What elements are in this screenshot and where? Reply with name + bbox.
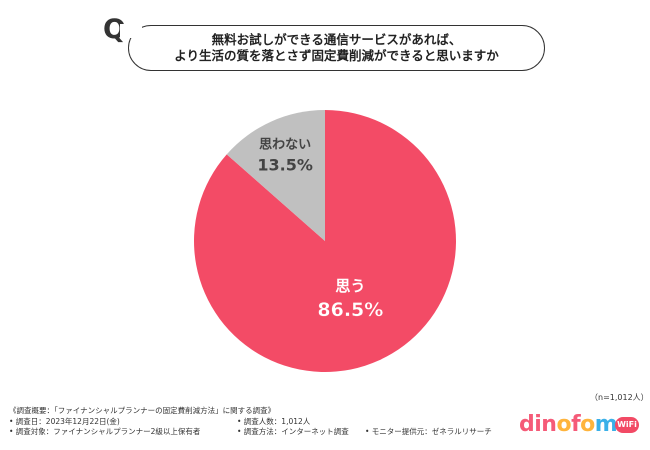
footnote-provider: • モニター提供元：ゼネラルリサーチ	[365, 427, 492, 436]
pie-slice	[194, 110, 456, 373]
logo-letter: d	[519, 412, 535, 437]
logo-letter: f	[571, 412, 581, 437]
slice-label: 思わない	[259, 138, 311, 153]
footnote-target: • 調査対象：ファイナンシャルプランナー2級以上保有者	[9, 427, 201, 436]
footnote-count: • 調査人数：1,012人	[237, 416, 311, 426]
logo-letter: i	[534, 412, 542, 437]
logo-letter: m	[594, 412, 618, 437]
wifi-badge: WiFi	[615, 417, 639, 433]
survey-footnote: 《調査概要：「ファイナンシャルプランナーの固定費削減方法」に関する調査》 • 調…	[9, 406, 492, 438]
sample-size-note: （n=1,012人）	[590, 393, 649, 402]
slice-label: 思う	[335, 277, 365, 295]
footnote-date: • 調査日：2023年12月22日(金)	[9, 416, 120, 426]
question-line-2: より生活の質を落とさず固定費削減ができると思いますか	[174, 48, 499, 63]
logo-letter: o	[580, 412, 595, 437]
footnote-title: 《調査概要：「ファイナンシャルプランナーの固定費削減方法」に関する調査》	[9, 406, 276, 415]
question-line-1: 無料お試しができる通信サービスがあれば、	[211, 32, 462, 47]
dinomo-logo: dinofomo	[519, 414, 632, 436]
slice-value: 13.5%	[257, 156, 313, 175]
logo-letter: n	[541, 412, 557, 437]
footnote-method: • 調査方法：インターネット調査	[237, 427, 349, 436]
pie-slice	[226, 110, 325, 241]
question-box: 無料お試しができる通信サービスがあれば、 より生活の質を落とさず固定費削減ができ…	[120, 24, 545, 71]
slice-value: 86.5%	[317, 299, 383, 321]
logo-letter: o	[556, 412, 572, 437]
question-text: 無料お試しができる通信サービスがあれば、 より生活の質を落とさず固定費削減ができ…	[129, 32, 544, 64]
